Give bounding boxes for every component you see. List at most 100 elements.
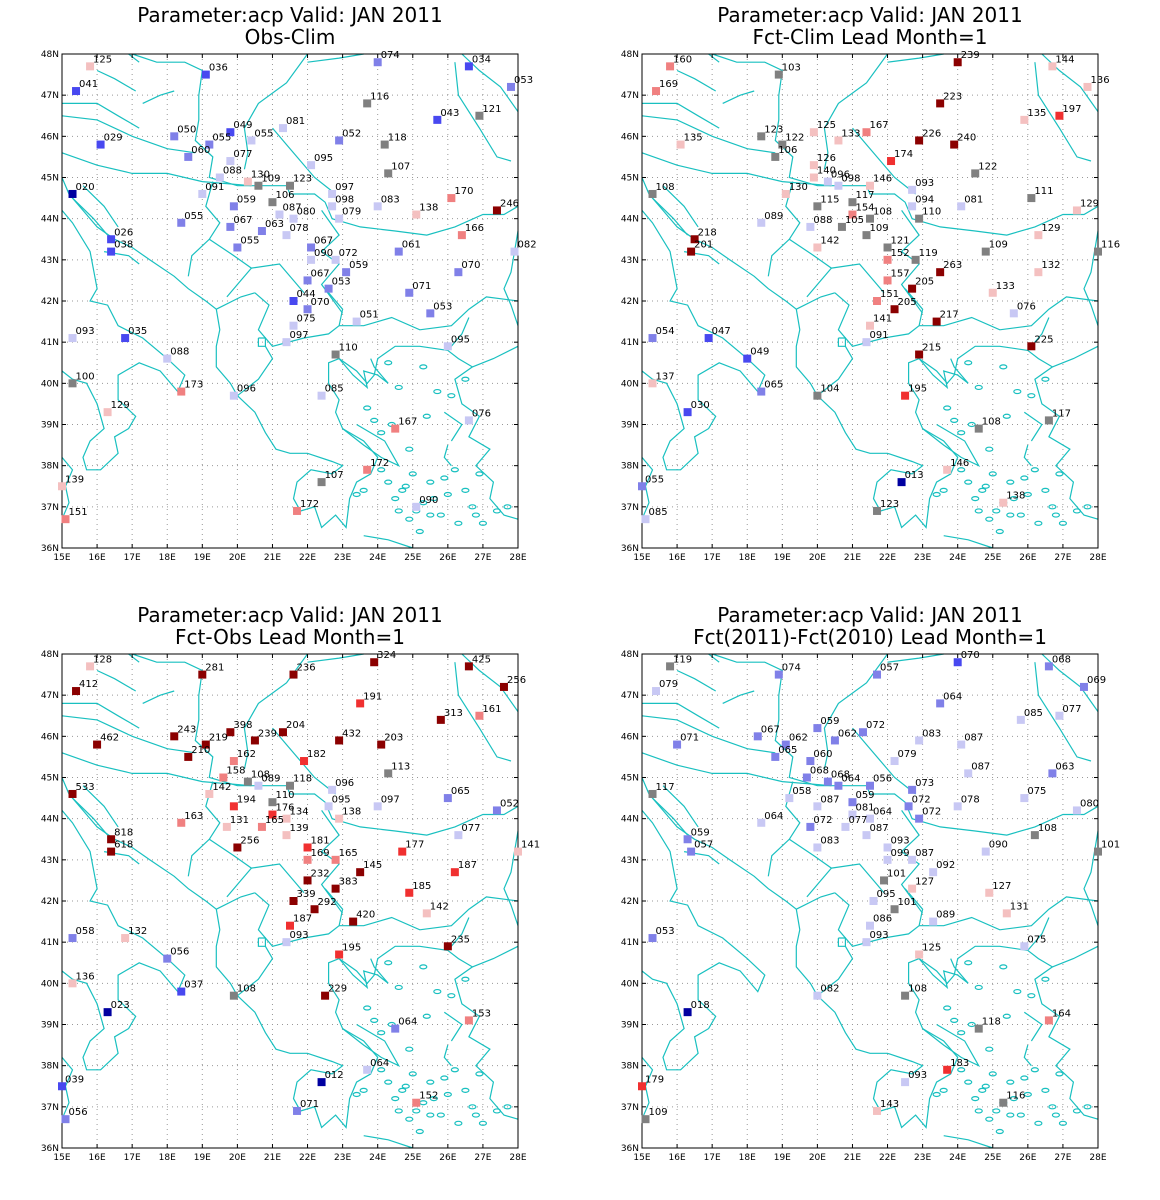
station-marker [331,855,340,864]
station-label: 243 [177,724,196,735]
station-marker [303,876,312,885]
station-marker [257,822,266,831]
station-marker [247,136,256,145]
station-marker [177,987,186,996]
station-marker [226,728,235,737]
station-marker [866,321,874,330]
station-label: 142 [430,901,449,912]
station-label: 101 [1101,840,1120,851]
station-marker [412,502,421,511]
lon-tick-label: 15E [53,1153,70,1163]
station-label: 205 [898,297,917,308]
station-marker [809,161,818,170]
station-label: 052 [500,798,519,809]
station-label: 109 [649,1107,668,1118]
lon-tick-label: 19E [194,1153,211,1163]
station-marker [774,670,783,679]
station-marker [953,658,962,667]
station-label: 163 [184,811,203,822]
lat-tick-label: 38N [621,1062,639,1072]
station-label: 108 [982,417,1001,428]
station-marker [771,752,780,761]
station-label: 187 [458,860,477,871]
station-marker [1027,194,1036,203]
station-label: 131 [1010,901,1029,912]
station-marker [908,884,917,893]
station-label: 128 [93,654,112,665]
station-marker [848,210,857,219]
station-marker [107,847,116,856]
station-marker [753,732,762,741]
station-marker [683,1008,692,1017]
station-marker [1009,309,1018,318]
station-label: 108 [251,770,270,781]
station-label: 108 [1038,823,1057,834]
station-marker [848,198,857,207]
station-label: 108 [873,207,892,218]
lon-tick-label: 20E [229,1153,246,1163]
lon-tick-label: 15E [633,553,650,563]
station-marker [757,818,766,827]
station-marker [86,62,95,71]
station-label: 109 [869,223,888,234]
station-label: 064 [764,811,783,822]
station-label: 029 [104,133,123,144]
lat-tick-label: 38N [621,462,639,472]
station-marker [683,835,692,844]
station-label: 059 [855,790,874,801]
lat-tick-label: 40N [41,979,59,989]
station-label: 146 [950,458,969,469]
lat-tick-label: 36N [621,544,639,554]
station-marker [915,814,924,823]
station-marker [1002,909,1011,918]
station-label: 098 [335,194,354,205]
station-label: 093 [76,326,95,337]
station-label: 154 [855,203,874,214]
station-marker [666,62,675,71]
lon-tick-label: 28E [1089,1153,1106,1163]
station-label: 099 [891,848,910,859]
station-marker [848,798,857,807]
lat-tick-label: 45N [41,774,59,784]
lon-tick-label: 20E [229,553,246,563]
station-marker [222,822,231,831]
station-marker [475,111,484,120]
station-marker [1044,662,1053,671]
station-marker [163,354,172,363]
lat-tick-label: 39N [621,421,639,431]
station-marker [837,222,846,231]
station-label: 081 [855,803,874,814]
station-marker [915,736,924,745]
station-label: 071 [412,281,431,292]
station-label: 164 [1052,1008,1071,1019]
station-label: 068 [831,770,850,781]
station-label: 064 [841,774,860,785]
station-marker [813,843,822,852]
station-marker [198,670,207,679]
station-label: 339 [297,889,316,900]
station-label: 142 [212,782,231,793]
station-label: 047 [712,326,731,337]
station-label: 219 [209,733,228,744]
station-label: 053 [433,301,452,312]
station-label: 063 [1055,761,1074,772]
station-marker [384,169,393,178]
station-label: 096 [831,170,850,181]
station-label: 087 [869,823,888,834]
station-marker [771,152,780,161]
station-label: 096 [237,384,256,395]
station-marker [184,752,193,761]
lat-tick-label: 37N [41,503,59,513]
station-marker [286,921,294,930]
station-marker [335,214,344,223]
station-marker [757,387,766,396]
lat-tick-label: 36N [41,544,59,554]
station-label: 097 [289,330,308,341]
station-label: 057 [694,840,713,851]
station-marker [974,1024,983,1033]
station-marker [897,478,906,487]
station-marker [335,136,344,145]
station-label: 090 [989,840,1008,851]
station-marker [813,243,822,252]
station-marker [398,847,407,856]
